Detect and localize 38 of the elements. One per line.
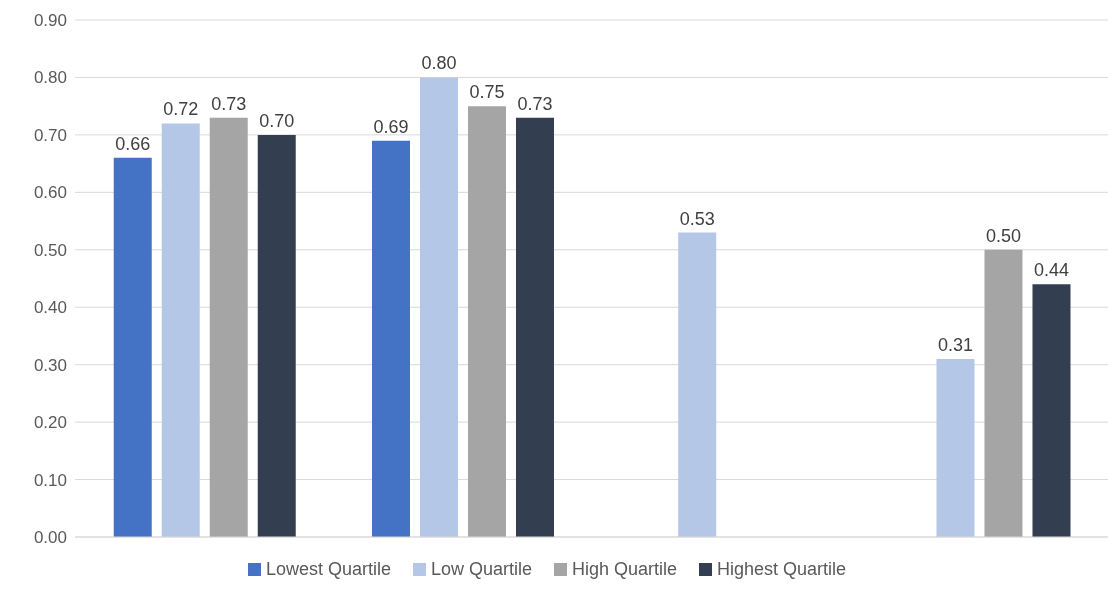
legend-label: High Quartile (572, 559, 678, 580)
y-tick-label: 0.20 (33, 413, 67, 433)
bar (371, 140, 410, 537)
y-tick-label: 0.70 (33, 125, 67, 145)
bar (419, 77, 458, 537)
y-tick-label: 0.80 (33, 68, 67, 88)
y-tick-label: 0.90 (33, 11, 67, 31)
data-label: 0.44 (1033, 260, 1070, 281)
y-tick-label: 0.30 (33, 355, 67, 375)
y-tick-label: 0.40 (33, 298, 67, 318)
y-tick-label: 0.50 (33, 240, 67, 260)
data-label: 0.69 (373, 116, 409, 137)
data-label: 0.50 (985, 225, 1022, 246)
bar (936, 358, 975, 537)
data-label: 0.66 (115, 133, 151, 154)
bar (113, 157, 152, 537)
bar (515, 117, 554, 537)
data-label: 0.31 (937, 334, 974, 355)
bar (467, 106, 506, 537)
data-label: 0.73 (517, 93, 553, 114)
legend-label: Low Quartile (430, 559, 532, 580)
data-label: 0.73 (211, 93, 247, 114)
bar (161, 123, 200, 537)
bar (984, 249, 1023, 537)
data-label: 0.75 (469, 82, 505, 103)
bar (257, 134, 296, 537)
data-label: 0.53 (679, 208, 715, 229)
data-label: 0.70 (259, 110, 295, 131)
legend-label: Lowest Quartile (265, 559, 391, 580)
data-label: 0.72 (163, 99, 199, 120)
data-label: 0.80 (421, 53, 457, 74)
bar (209, 117, 248, 537)
bar (678, 232, 717, 537)
y-tick-label: 0.00 (33, 528, 67, 548)
y-tick-label: 0.60 (33, 183, 67, 203)
legend-label: Highest Quartile (717, 559, 847, 580)
y-tick-label: 0.10 (33, 470, 67, 490)
bar (1032, 284, 1071, 537)
